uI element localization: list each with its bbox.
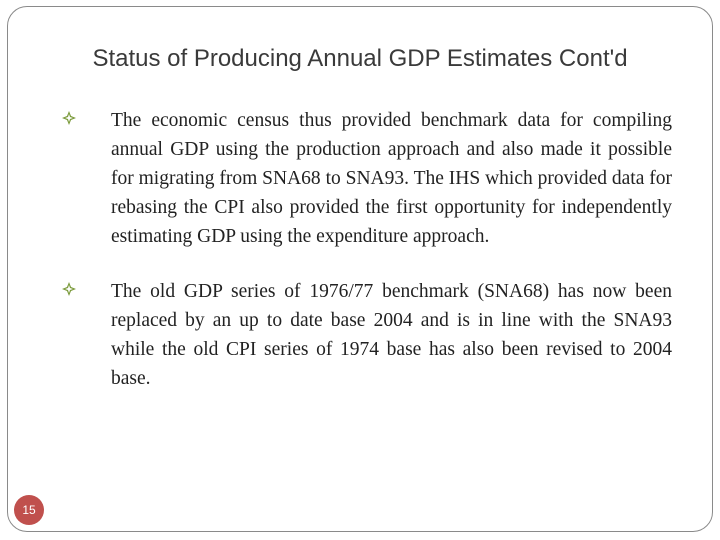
page-number-badge: 15 <box>14 495 44 525</box>
bullet-item: The old GDP series of 1976/77 benchmark … <box>62 277 672 393</box>
slide-frame <box>7 6 713 532</box>
slide-title: Status of Producing Annual GDP Estimates… <box>92 45 628 72</box>
diamond-bullet-icon <box>62 111 76 125</box>
bullet-text: The old GDP series of 1976/77 benchmark … <box>111 281 672 389</box>
bullet-list: The economic census thus provided benchm… <box>62 106 672 419</box>
bullet-item: The economic census thus provided benchm… <box>62 106 672 251</box>
bullet-text: The economic census thus provided benchm… <box>111 110 672 247</box>
diamond-bullet-icon <box>62 282 76 296</box>
